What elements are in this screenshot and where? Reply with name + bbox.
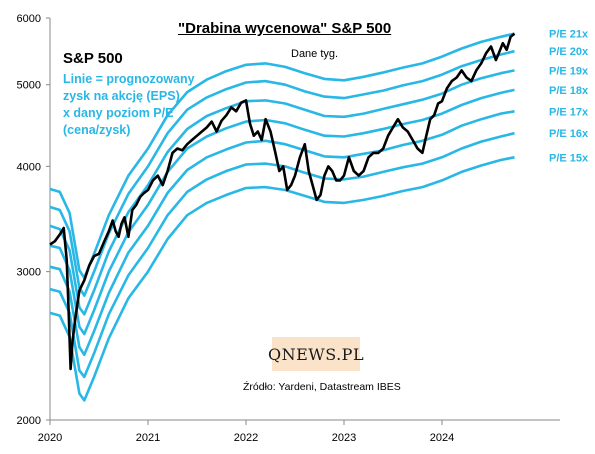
explanation-line: zysk na akcję (EPS) [63, 89, 180, 103]
chart-subtitle: Dane tyg. [291, 48, 339, 60]
pe-series-label: P/E 20x [549, 46, 589, 58]
pe-series-label: P/E 17x [549, 106, 589, 118]
chart-title: "Drabina wycenowa" S&P 500 [178, 20, 392, 37]
source-note: Źródło: Yardeni, Datastream IBES [243, 381, 401, 393]
y-tick-label: 2000 [17, 415, 41, 427]
series-line-pe [49, 131, 515, 379]
x-tick-label: 2021 [136, 432, 160, 444]
series-line-pe [49, 156, 515, 402]
x-tick-label: 2023 [332, 432, 356, 444]
y-tick-label: 3000 [17, 267, 41, 279]
series-line-pe [49, 49, 515, 297]
pe-series-label: P/E 18x [549, 85, 589, 97]
pe-series-label: P/E 19x [549, 65, 589, 77]
y-tick-label: 4000 [17, 161, 41, 173]
explanation-line: x dany poziom P/E [63, 106, 174, 120]
axes: 2000 3000 4000 5000 6000 2020 2021 2022 2023 2024 [17, 13, 560, 444]
sp500-price-line [49, 32, 516, 371]
pe-series-label: P/E 15x [549, 152, 589, 164]
explanation-line: Linie = prognozowany [63, 72, 195, 86]
series-line-pe [49, 69, 515, 316]
y-tick-label: 5000 [17, 80, 41, 92]
pe-series-label: P/E 21x [549, 29, 589, 41]
x-tick-label: 2020 [38, 432, 62, 444]
qnews-logo: QNEWS.PL [268, 337, 364, 371]
series-line-pe [49, 110, 515, 357]
series-line-sp500 [49, 32, 516, 371]
pe-labels: P/E 21x P/E 20x P/E 19x P/E 18x P/E 17x P/E 1… [549, 29, 589, 165]
index-name-label: S&P 500 [63, 50, 123, 67]
x-tick-label: 2024 [430, 432, 454, 444]
pe-series-label: P/E 16x [549, 128, 589, 140]
y-tick-label: 6000 [17, 13, 41, 25]
explanation-line: (cena/zysk) [63, 123, 131, 137]
explanation-text: Linie = prognozowany zysk na akcję (EPS)… [63, 71, 195, 139]
x-tick-label: 2022 [234, 432, 258, 444]
